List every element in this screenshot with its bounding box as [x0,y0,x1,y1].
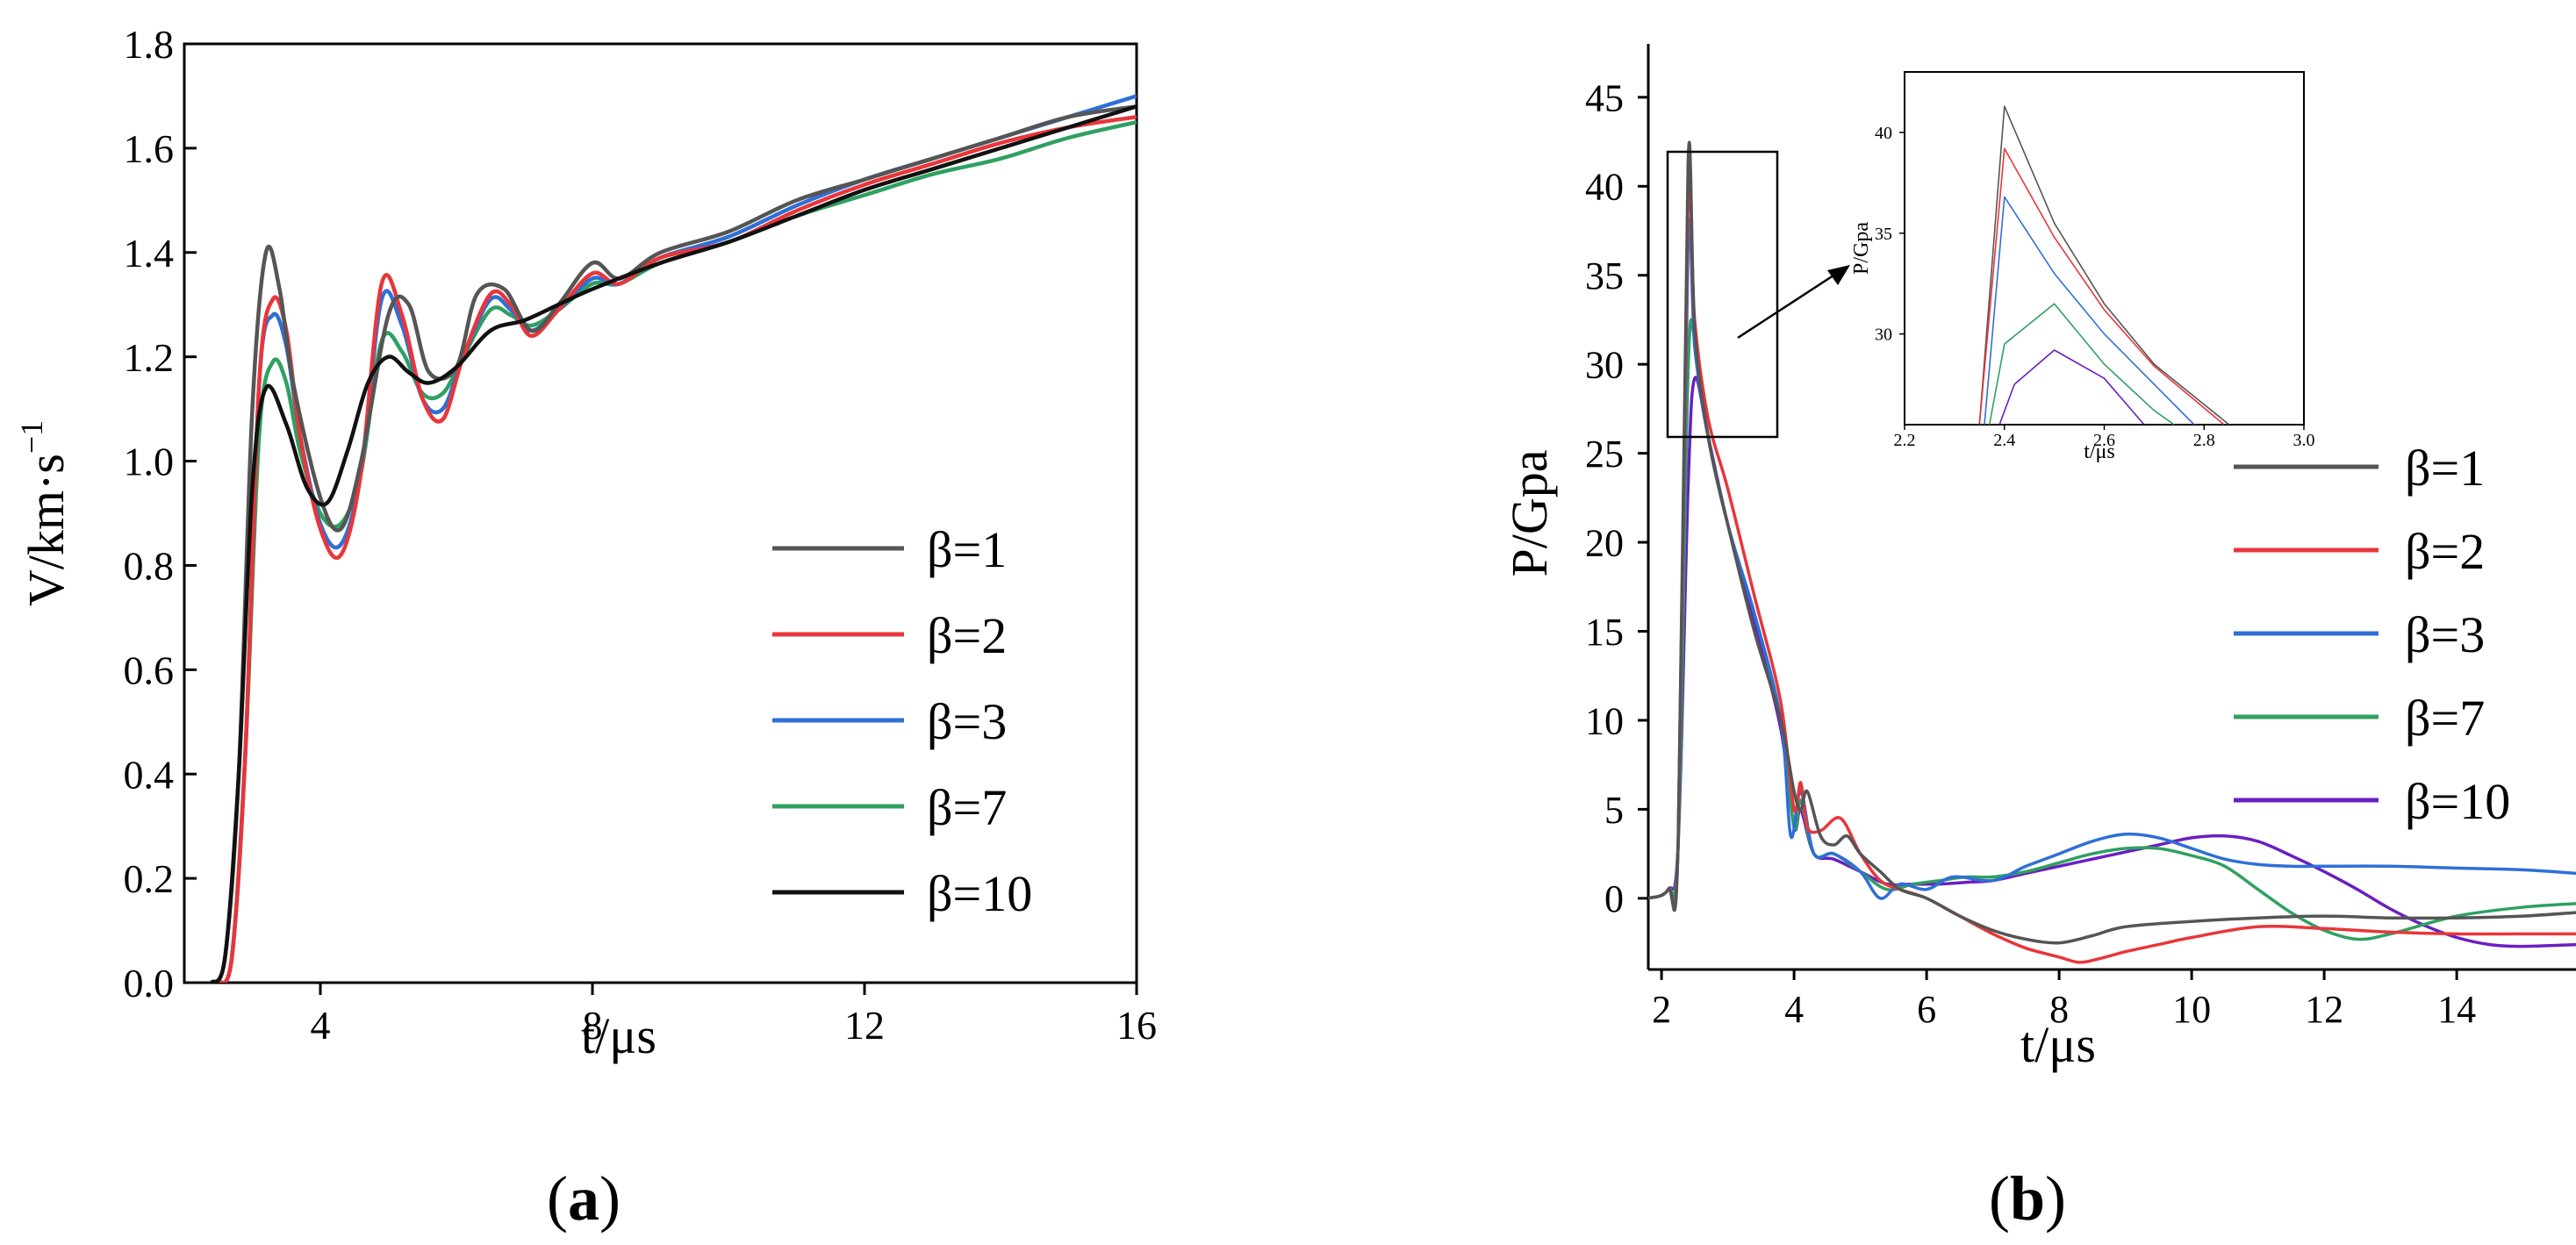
panel-a-y-label: V/km·s−1 [14,420,75,606]
legend-label: β=2 [927,607,1007,664]
x-tick-label: 2.6 [2093,431,2115,450]
panel-a-y-ticks: 0.0 0.2 0.4 0.6 0.8 1.0 1.2 1.4 1.6 1.8 [124,22,197,1005]
panel-b-letter: b [2010,1163,2045,1234]
y-tick-label: 1.0 [124,440,175,484]
inset-y-ticks: 30 35 40 [1875,124,1905,345]
series-line-β=3 [1984,196,2195,425]
y-tick-label: 30 [1585,344,1624,387]
inset-x-label: t/μs [2084,440,2115,463]
inset-y-label: P/Gpa [1850,222,1873,275]
x-tick-label: 2.2 [1894,431,1916,450]
y-tick-label: 0.4 [124,752,175,797]
panel-b: 0 5 10 15 20 25 30 35 40 45 2 4 6 8 10 12 14 t/μs P/Gpa… [1501,44,2576,1234]
inset-x-ticks: 2.2 2.4 2.6 2.8 3.0 [1894,425,2315,450]
x-tick-label: 12 [2305,988,2343,1031]
y-tick-label: 5 [1604,789,1624,832]
y-tick-label: 0.0 [124,961,175,1005]
y-tick-label: 20 [1585,521,1624,564]
series-line-β=7 [1988,303,2175,425]
inset-plot: 30 35 40 2.2 2.4 2.6 2.8 3.0 t/μs P/Gpa [1850,71,2315,463]
series-line-β=10 [210,104,1137,983]
panel-b-x-ticks: 2 4 6 8 10 12 14 [1652,970,2476,1031]
series-line-β=2 [1978,147,2225,425]
panel-a-y-label-sup: −1 [14,420,49,454]
legend-label: β=3 [927,693,1007,750]
legend-label: β=10 [2405,773,2510,830]
legend-label: β=3 [2405,606,2485,663]
series-line-β=1 [210,104,1137,983]
inset-frame [1904,71,2305,426]
series-line-β=2 [216,114,1137,983]
x-tick-label: 16 [1116,1003,1157,1048]
y-tick-label: 30 [1875,326,1892,345]
y-tick-label: 25 [1585,433,1624,476]
panel-b-y-ticks: 0 5 10 15 20 25 30 35 40 45 [1585,76,1648,920]
series-line-β=10 [1998,349,2145,425]
legend-label: β=1 [2405,440,2485,497]
x-tick-label: 12 [844,1003,885,1048]
zoom-box [1666,150,1779,439]
panel-a-legend: β=1 β=2 β=3 β=7 β=10 [772,521,1032,922]
y-tick-label: 35 [1585,254,1624,297]
x-tick-label: 4 [311,1003,331,1048]
x-tick-label: 2 [1652,988,1671,1031]
x-tick-label: 2.4 [1993,431,2015,450]
y-tick-label: 35 [1875,225,1892,244]
legend-label: β=7 [2405,690,2485,747]
y-tick-label: 0.2 [124,856,175,901]
y-tick-label: 45 [1585,76,1624,119]
y-tick-label: 40 [1585,166,1624,209]
y-tick-label: 10 [1585,699,1624,742]
series-line-β=1 [1648,140,2576,945]
series-line-β=10 [1648,376,2576,948]
panel-b-series [1648,140,2576,964]
legend-label: β=2 [2405,523,2485,580]
x-tick-label: 14 [2437,988,2476,1031]
x-tick-label: 6 [1917,988,1936,1031]
panel-b-legend: β=1 β=2 β=3 β=7 β=10 [2234,440,2510,830]
x-tick-label: 10 [2172,988,2211,1031]
panel-a: 0.0 0.2 0.4 0.6 0.8 1.0 1.2 1.4 1.6 1.8 4 8 12 16 t/… [14,22,1157,1234]
x-tick-label: 2.8 [2193,431,2215,450]
panel-b-label: (b) [1989,1163,2066,1234]
panel-a-label: (a) [547,1163,621,1234]
zoom-arrow-line [1737,270,1840,340]
x-tick-label: 3.0 [2293,431,2315,450]
y-tick-label: 15 [1585,611,1624,654]
y-tick-label: 0.6 [124,648,175,692]
panel-a-y-label-main: V/km·s [18,454,75,606]
y-tick-label: 1.8 [124,22,175,67]
x-tick-label: 4 [1784,988,1804,1031]
y-tick-label: 1.4 [124,231,175,275]
panel-a-y-label-group: V/km·s−1 [14,420,75,606]
panel-b-y-label: P/Gpa [1501,450,1558,577]
panel-a-series [210,94,1137,983]
panel-a-frame [183,42,1138,984]
x-tick-label: 8 [583,1003,603,1048]
legend-label: β=10 [927,865,1032,922]
legend-label: β=1 [927,521,1007,578]
legend-label: β=7 [927,779,1007,836]
zoom-arrow-head [1827,265,1850,285]
y-tick-label: 40 [1875,124,1892,143]
y-tick-label: 1.6 [124,126,175,171]
x-tick-label: 8 [2049,988,2069,1031]
panel-b-x-label: t/μs [2020,1016,2096,1073]
panel-a-x-label: t/μs [581,1007,657,1064]
panel-a-x-ticks: 4 8 12 16 [311,983,1157,1048]
y-tick-label: 0.8 [124,544,175,589]
series-line-β=1 [1978,105,2230,425]
y-tick-label: 1.2 [124,335,175,380]
y-tick-label: 0 [1604,877,1624,920]
panel-a-letter: a [568,1163,599,1234]
inset-series [1978,105,2230,425]
